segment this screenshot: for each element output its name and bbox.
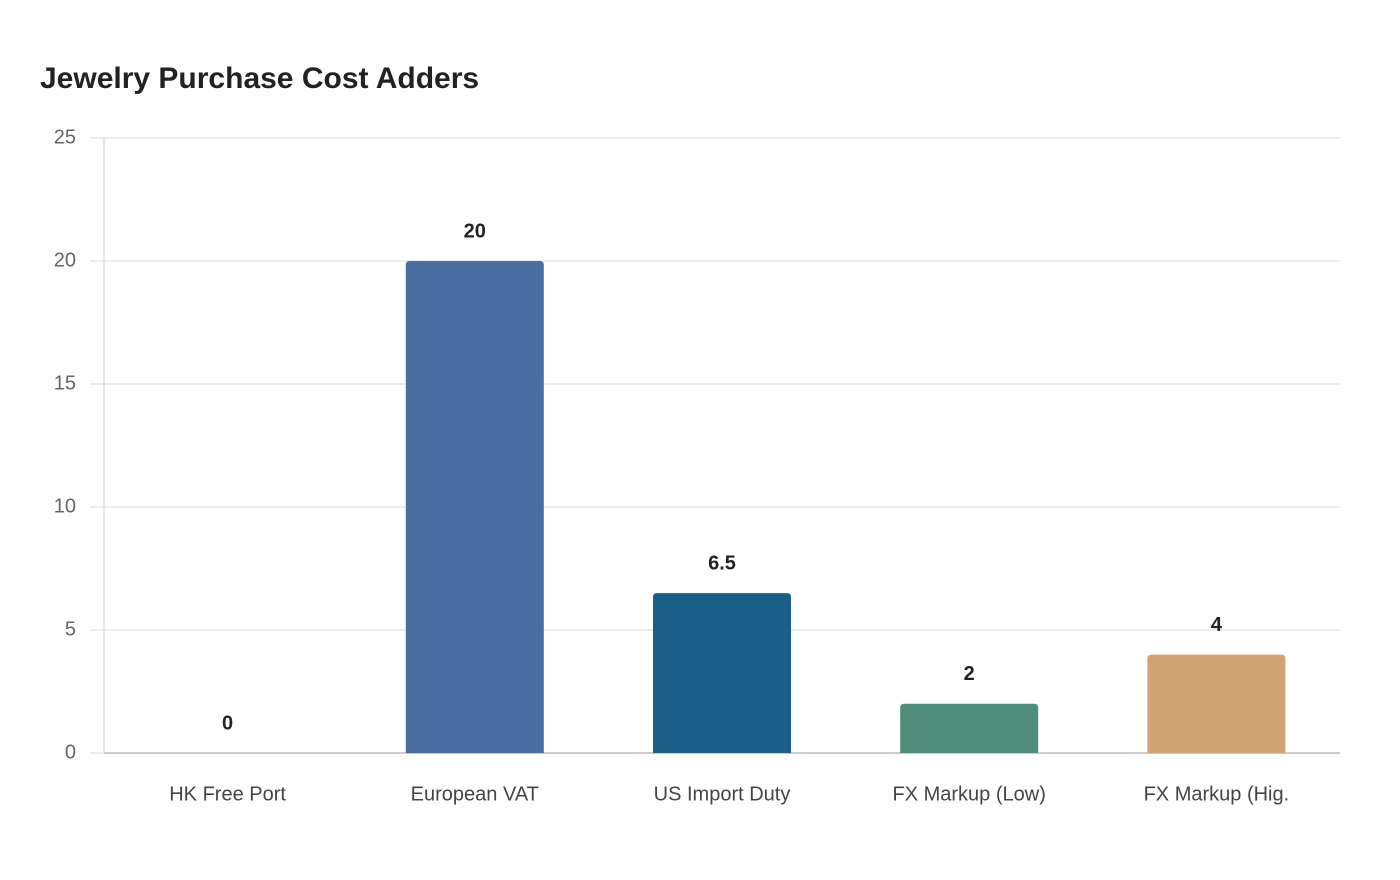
y-tick-label: 15 bbox=[54, 372, 76, 394]
value-label: 20 bbox=[464, 220, 486, 242]
y-tick-label: 5 bbox=[65, 618, 76, 640]
bar bbox=[405, 261, 544, 753]
x-tick-label: European VAT bbox=[411, 783, 539, 805]
y-tick-label: 20 bbox=[54, 249, 76, 271]
y-tick-label: 10 bbox=[54, 495, 76, 517]
value-label: 4 bbox=[1211, 614, 1223, 636]
x-tick-label: US Import Duty bbox=[654, 783, 791, 805]
bar bbox=[900, 703, 1039, 753]
x-tick-label: HK Free Port bbox=[169, 783, 286, 805]
value-label: 2 bbox=[964, 663, 975, 685]
y-tick-label: 0 bbox=[65, 741, 76, 763]
chart-title: Jewelry Purchase Cost Adders bbox=[40, 62, 479, 95]
value-label: 6.5 bbox=[708, 552, 736, 574]
x-tick-label: FX Markup (Low) bbox=[893, 783, 1046, 805]
value-label: 0 bbox=[222, 712, 233, 734]
bar bbox=[653, 593, 791, 753]
bar bbox=[1147, 654, 1286, 753]
y-tick-label: 25 bbox=[54, 126, 76, 148]
x-tick-label: FX Markup (Hig. bbox=[1144, 783, 1290, 805]
